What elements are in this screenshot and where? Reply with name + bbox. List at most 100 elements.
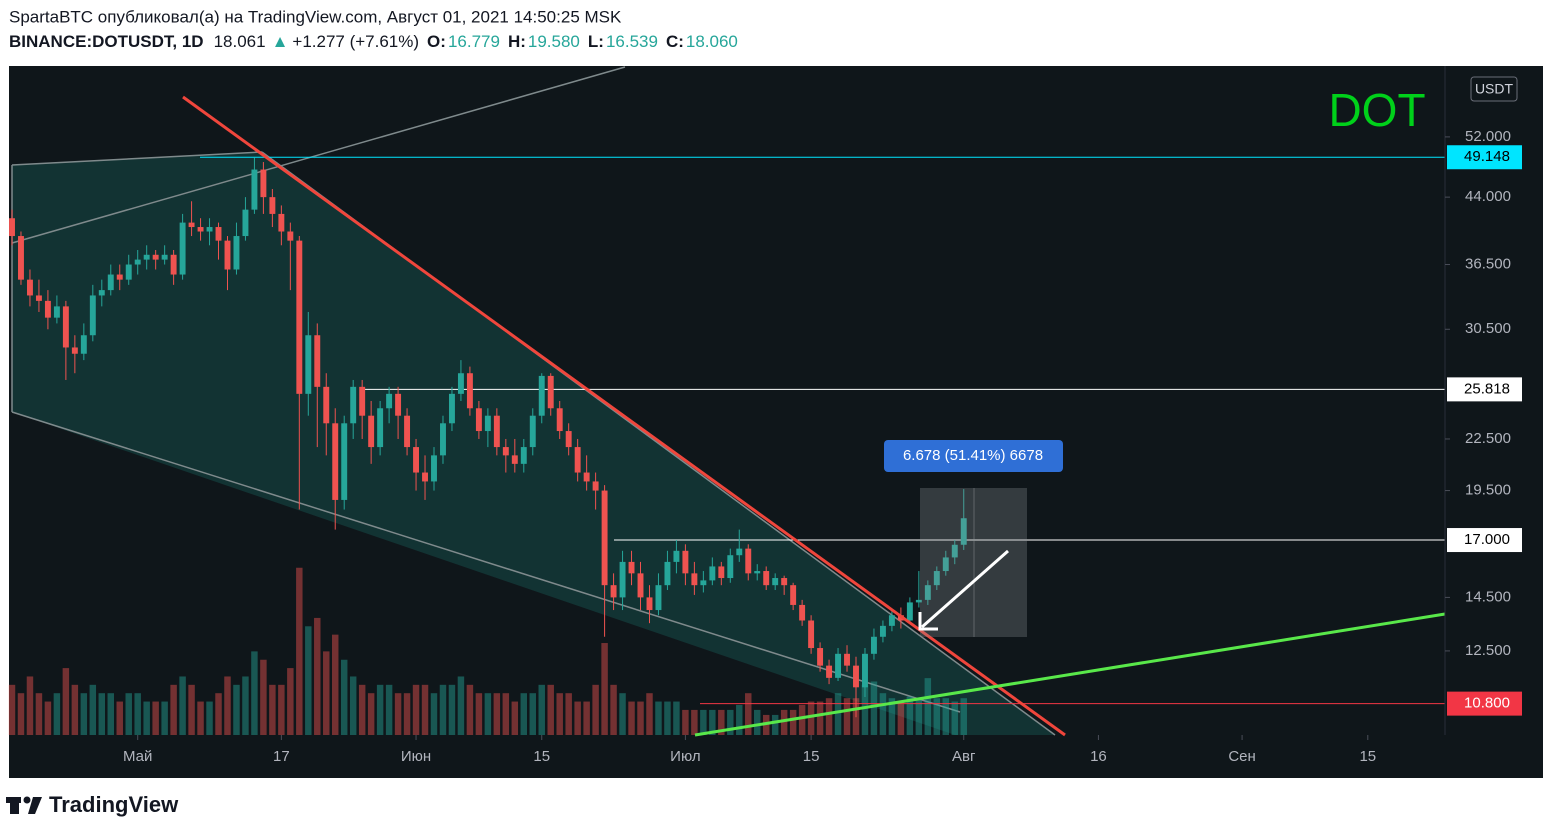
candle-body <box>574 447 581 473</box>
y-tick-label: 12.500 <box>1465 642 1511 659</box>
volume-bar <box>80 693 88 735</box>
volume-bar <box>736 704 743 735</box>
candle-body <box>197 227 204 232</box>
candle-body <box>314 335 321 387</box>
currency-box <box>1470 76 1518 102</box>
logo-mark <box>23 796 31 804</box>
candle-body <box>368 415 375 448</box>
candle-body <box>493 415 500 448</box>
volume-bar <box>502 693 510 735</box>
volume-bar <box>709 709 716 735</box>
x-tick-label: 15 <box>1359 748 1376 765</box>
candle-body <box>655 585 662 611</box>
volume-bar <box>834 693 842 735</box>
candle-body <box>125 264 132 280</box>
volume-bar <box>816 701 824 735</box>
volume-bar <box>807 701 815 735</box>
candle-body <box>646 597 653 611</box>
candle-body <box>808 620 815 649</box>
volume-bar <box>789 709 797 735</box>
candle-body <box>879 625 886 637</box>
volume-bar <box>897 701 905 735</box>
y-tick-label: 22.500 <box>1465 430 1511 447</box>
axes: 52.000 44.000 36.500 30.500 22.500 19.500 14.5… <box>123 128 1522 765</box>
candle-body <box>71 347 78 354</box>
volume-bar <box>484 693 492 735</box>
candle-body <box>718 566 725 579</box>
candle-body <box>628 561 635 574</box>
candle-body <box>89 295 96 336</box>
volume-bar <box>906 696 914 735</box>
level-label: 49.148 <box>1464 148 1510 165</box>
volume-bar <box>960 698 967 735</box>
candle-body <box>188 222 195 228</box>
volume-bar <box>98 693 106 735</box>
volume-bar <box>269 684 276 735</box>
volume-bar <box>125 693 132 735</box>
volume-bar <box>152 701 159 735</box>
x-tick-label: 15 <box>803 748 820 765</box>
candle-body <box>502 447 509 456</box>
volume-bar <box>637 701 644 735</box>
chart-title: DOT <box>1328 84 1425 136</box>
candle-body <box>323 386 330 424</box>
candle-body <box>466 373 473 409</box>
volume-bar <box>403 693 411 735</box>
x-tick-label: 17 <box>273 748 290 765</box>
volume-bar <box>727 709 734 735</box>
symbol: BINANCE:DOTUSDT, 1D <box>9 32 204 51</box>
candle-body <box>799 604 806 621</box>
candle-body <box>440 423 446 456</box>
volume-bar <box>161 701 168 735</box>
candle-body <box>772 578 779 586</box>
candle-body <box>215 227 222 241</box>
logo-mark <box>6 797 21 803</box>
volume-bar <box>825 698 833 735</box>
candle-body <box>610 585 617 598</box>
volume-bar <box>556 693 563 735</box>
volume-bar <box>843 698 851 735</box>
volume-bar <box>745 693 752 735</box>
volume-bar <box>206 701 213 735</box>
volume-bar <box>251 651 258 735</box>
ohlc-value: 16.779 <box>448 32 500 51</box>
volume-bar <box>610 684 617 735</box>
candle-body <box>619 561 626 598</box>
volume-bar <box>520 693 528 735</box>
volume-bar <box>682 709 689 735</box>
level-label: 17.000 <box>1464 531 1510 548</box>
y-tick-label: 44.000 <box>1465 188 1511 205</box>
volume-bar <box>71 684 79 735</box>
volume-bar <box>565 693 572 735</box>
volume-bar <box>421 684 429 735</box>
candle-body <box>260 169 267 198</box>
volume-bar <box>44 701 52 735</box>
volume-bar <box>242 676 249 735</box>
volume-bar <box>89 684 97 735</box>
volume-bar <box>134 693 141 735</box>
candle-body <box>448 393 455 424</box>
candle-body <box>763 571 770 586</box>
candle-body <box>556 408 563 432</box>
volume-bar <box>718 709 725 735</box>
candle-body <box>341 423 348 500</box>
volume-bar <box>26 676 34 735</box>
volume-bar <box>439 684 447 735</box>
level-label-box <box>1447 691 1522 716</box>
logo-mark <box>10 797 19 814</box>
drawings: 6.678 (51.41%) 6678 <box>182 95 1446 737</box>
volume-bar <box>8 684 16 735</box>
volume-bar <box>170 684 177 735</box>
x-tick-label: Июн <box>401 748 431 765</box>
candle-body <box>960 518 967 545</box>
candle-body <box>826 665 833 678</box>
volume-bar <box>116 701 123 735</box>
x-tick-label: Май <box>123 748 152 765</box>
candle-body <box>251 169 258 210</box>
candle-body <box>484 415 491 432</box>
candle-body <box>242 209 249 237</box>
candle-body <box>862 653 868 688</box>
candle-body <box>206 227 213 232</box>
candle-body <box>538 375 545 416</box>
